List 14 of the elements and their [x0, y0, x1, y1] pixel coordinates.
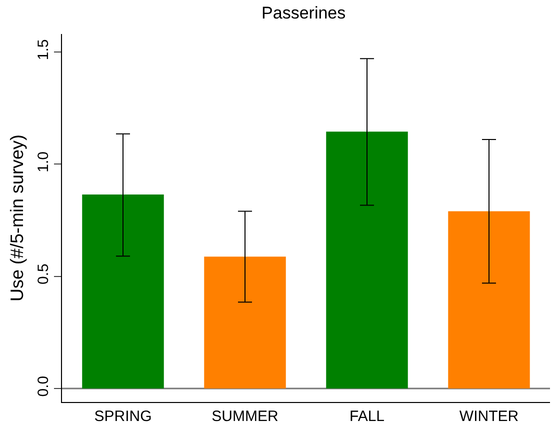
y-tick-label: 0.5	[35, 264, 52, 285]
x-tick-label: SUMMER	[212, 408, 278, 425]
x-tick-label: FALL	[349, 408, 385, 425]
y-tick-label: 1.0	[35, 151, 52, 172]
bar	[204, 256, 286, 389]
x-tick-label: WINTER	[459, 408, 519, 425]
bar	[82, 194, 164, 389]
bar	[448, 211, 530, 389]
y-axis-title: Use (#/5-min survey)	[7, 134, 28, 302]
chart-title: Passerines	[262, 4, 346, 23]
y-tick-label: 1.5	[35, 39, 52, 60]
bar	[326, 132, 408, 389]
x-tick-label: SPRING	[94, 408, 152, 425]
y-tick-label: 0.0	[35, 376, 52, 397]
